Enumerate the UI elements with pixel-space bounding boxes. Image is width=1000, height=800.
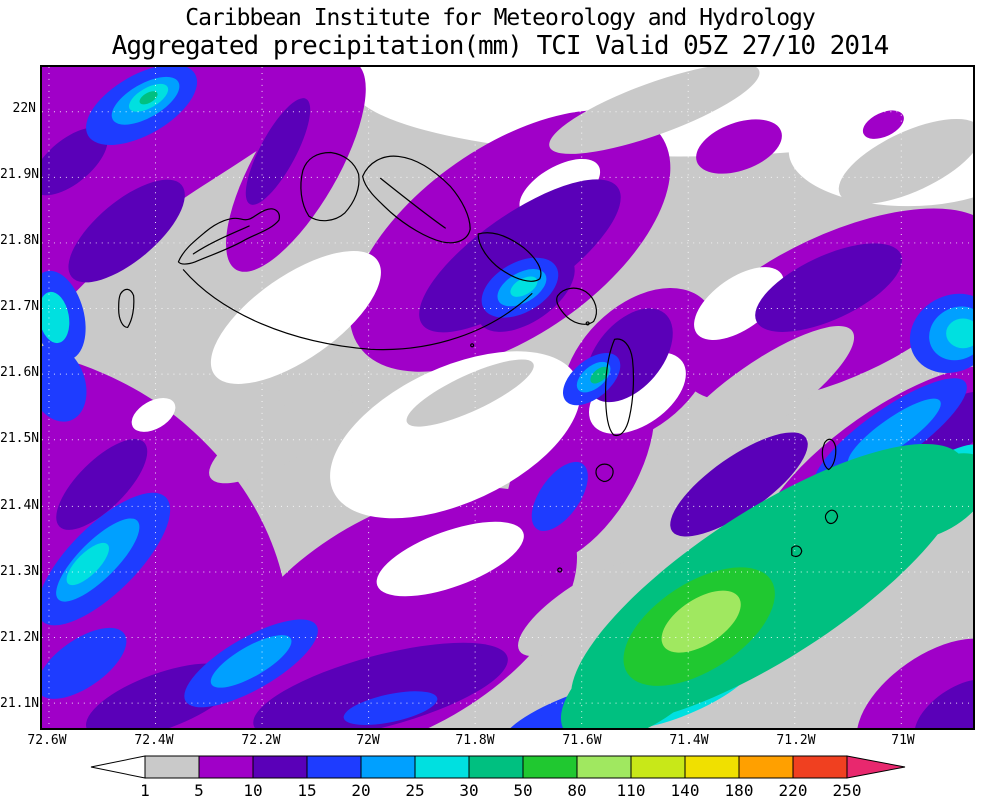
colorbar-segment <box>144 755 200 779</box>
x-axis-label: 72W <box>356 733 380 748</box>
page-subtitle: Aggregated precipitation(mm) TCI Valid 0… <box>111 31 890 61</box>
x-axis-label: 71W <box>891 733 915 748</box>
page-title: Caribbean Institute for Meteorology and … <box>185 5 816 31</box>
y-axis-label: 21.3N <box>0 564 40 579</box>
y-axis-label: 21.9N <box>0 167 40 182</box>
y-axis-label: 21.6N <box>0 365 40 380</box>
colorbar-tick-label: 5 <box>194 781 204 800</box>
colorbar-tick-label: 220 <box>779 781 808 800</box>
y-axis-label: 21.4N <box>0 498 40 513</box>
y-axis-label: 21.7N <box>0 299 40 314</box>
colorbar-tick-label: 30 <box>459 781 478 800</box>
y-axis-label: 22N <box>12 101 36 116</box>
colorbar-segment <box>306 755 362 779</box>
x-axis-label: 71.6W <box>562 733 602 748</box>
precip-fill-layer <box>42 67 973 728</box>
x-axis-label: 72.4W <box>134 733 174 748</box>
x-axis-label: 71.2W <box>776 733 816 748</box>
colorbar-segment <box>630 755 686 779</box>
x-axis-label: 72.2W <box>241 733 281 748</box>
colorbar-segment <box>252 755 308 779</box>
colorbar-tick-label: 140 <box>671 781 700 800</box>
colorbar-segment <box>576 755 632 779</box>
colorbar-tick-label: 250 <box>833 781 862 800</box>
colorbar: 1 5 10 15 20 25 30 50 80 110 140 180 220… <box>90 755 906 800</box>
colorbar-segment <box>522 755 578 779</box>
colorbar-segment <box>414 755 470 779</box>
y-axis-label: 21.2N <box>0 630 40 645</box>
colorbar-left-arrow <box>90 755 146 779</box>
colorbar-tick-label: 80 <box>567 781 586 800</box>
colorbar-segment <box>684 755 740 779</box>
colorbar-segment <box>738 755 794 779</box>
colorbar-segment <box>468 755 524 779</box>
colorbar-right-arrow <box>846 755 906 779</box>
colorbar-tick-label: 180 <box>725 781 754 800</box>
colorbar-segment <box>792 755 848 779</box>
x-axis-label: 71.4W <box>669 733 709 748</box>
x-axis-label: 72.6W <box>27 733 67 748</box>
colorbar-segment <box>360 755 416 779</box>
x-axis-label: 71.8W <box>455 733 495 748</box>
map-frame <box>40 65 975 730</box>
colorbar-tick-label: 10 <box>243 781 262 800</box>
colorbar-tick-label: 110 <box>617 781 646 800</box>
y-axis-label: 21.1N <box>0 696 40 711</box>
precipitation-map <box>42 67 973 728</box>
colorbar-tick-label: 20 <box>351 781 370 800</box>
colorbar-tick-label: 15 <box>297 781 316 800</box>
colorbar-tick-label: 50 <box>513 781 532 800</box>
colorbar-tick-label: 25 <box>405 781 424 800</box>
y-axis-label: 21.8N <box>0 233 40 248</box>
colorbar-tick-labels: 1 5 10 15 20 25 30 50 80 110 140 180 220… <box>140 781 861 800</box>
colorbar-segment <box>198 755 254 779</box>
colorbar-swatches <box>90 755 906 779</box>
y-axis-label: 21.5N <box>0 431 40 446</box>
colorbar-tick-label: 1 <box>140 781 150 800</box>
coastline-layer <box>118 151 839 573</box>
